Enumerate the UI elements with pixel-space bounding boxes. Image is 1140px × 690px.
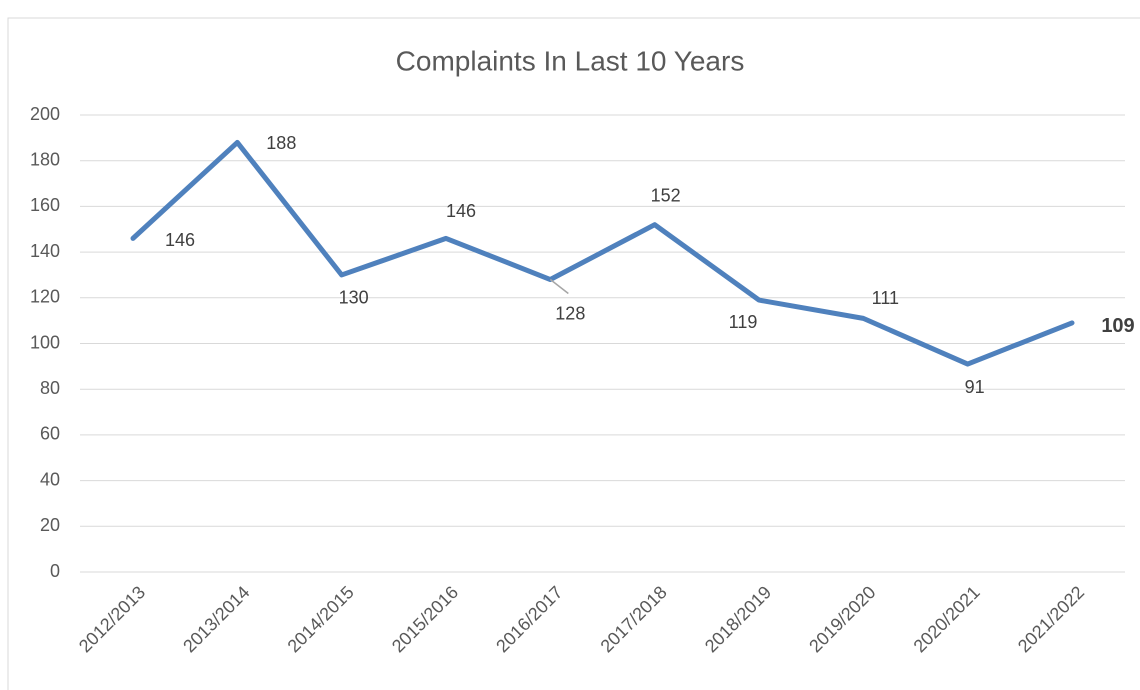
data-label: 91 [965, 377, 985, 397]
chart-title: Complaints In Last 10 Years [396, 45, 745, 76]
y-tick-label: 200 [30, 104, 60, 124]
data-label: 146 [165, 230, 195, 250]
y-tick-label: 120 [30, 287, 60, 307]
y-tick-label: 100 [30, 332, 60, 352]
data-label: 111 [872, 288, 899, 308]
data-label: 146 [446, 201, 476, 221]
data-label: 128 [555, 303, 585, 323]
y-tick-label: 80 [40, 378, 60, 398]
y-tick-label: 20 [40, 515, 60, 535]
data-label: 130 [339, 288, 369, 308]
leader-line [549, 278, 569, 295]
chart-frame [7, 17, 1140, 690]
data-label: 188 [266, 133, 296, 153]
data-label: 109 [1101, 315, 1134, 337]
data-label: 152 [651, 185, 681, 205]
data-label: 119 [729, 312, 758, 332]
y-tick-label: 140 [30, 241, 60, 261]
y-tick-label: 0 [50, 561, 60, 581]
y-tick-label: 160 [30, 195, 60, 215]
y-tick-label: 40 [40, 469, 60, 489]
data-line [130, 139, 1075, 367]
y-tick-label: 180 [30, 149, 60, 169]
y-tick-label: 60 [40, 424, 60, 444]
